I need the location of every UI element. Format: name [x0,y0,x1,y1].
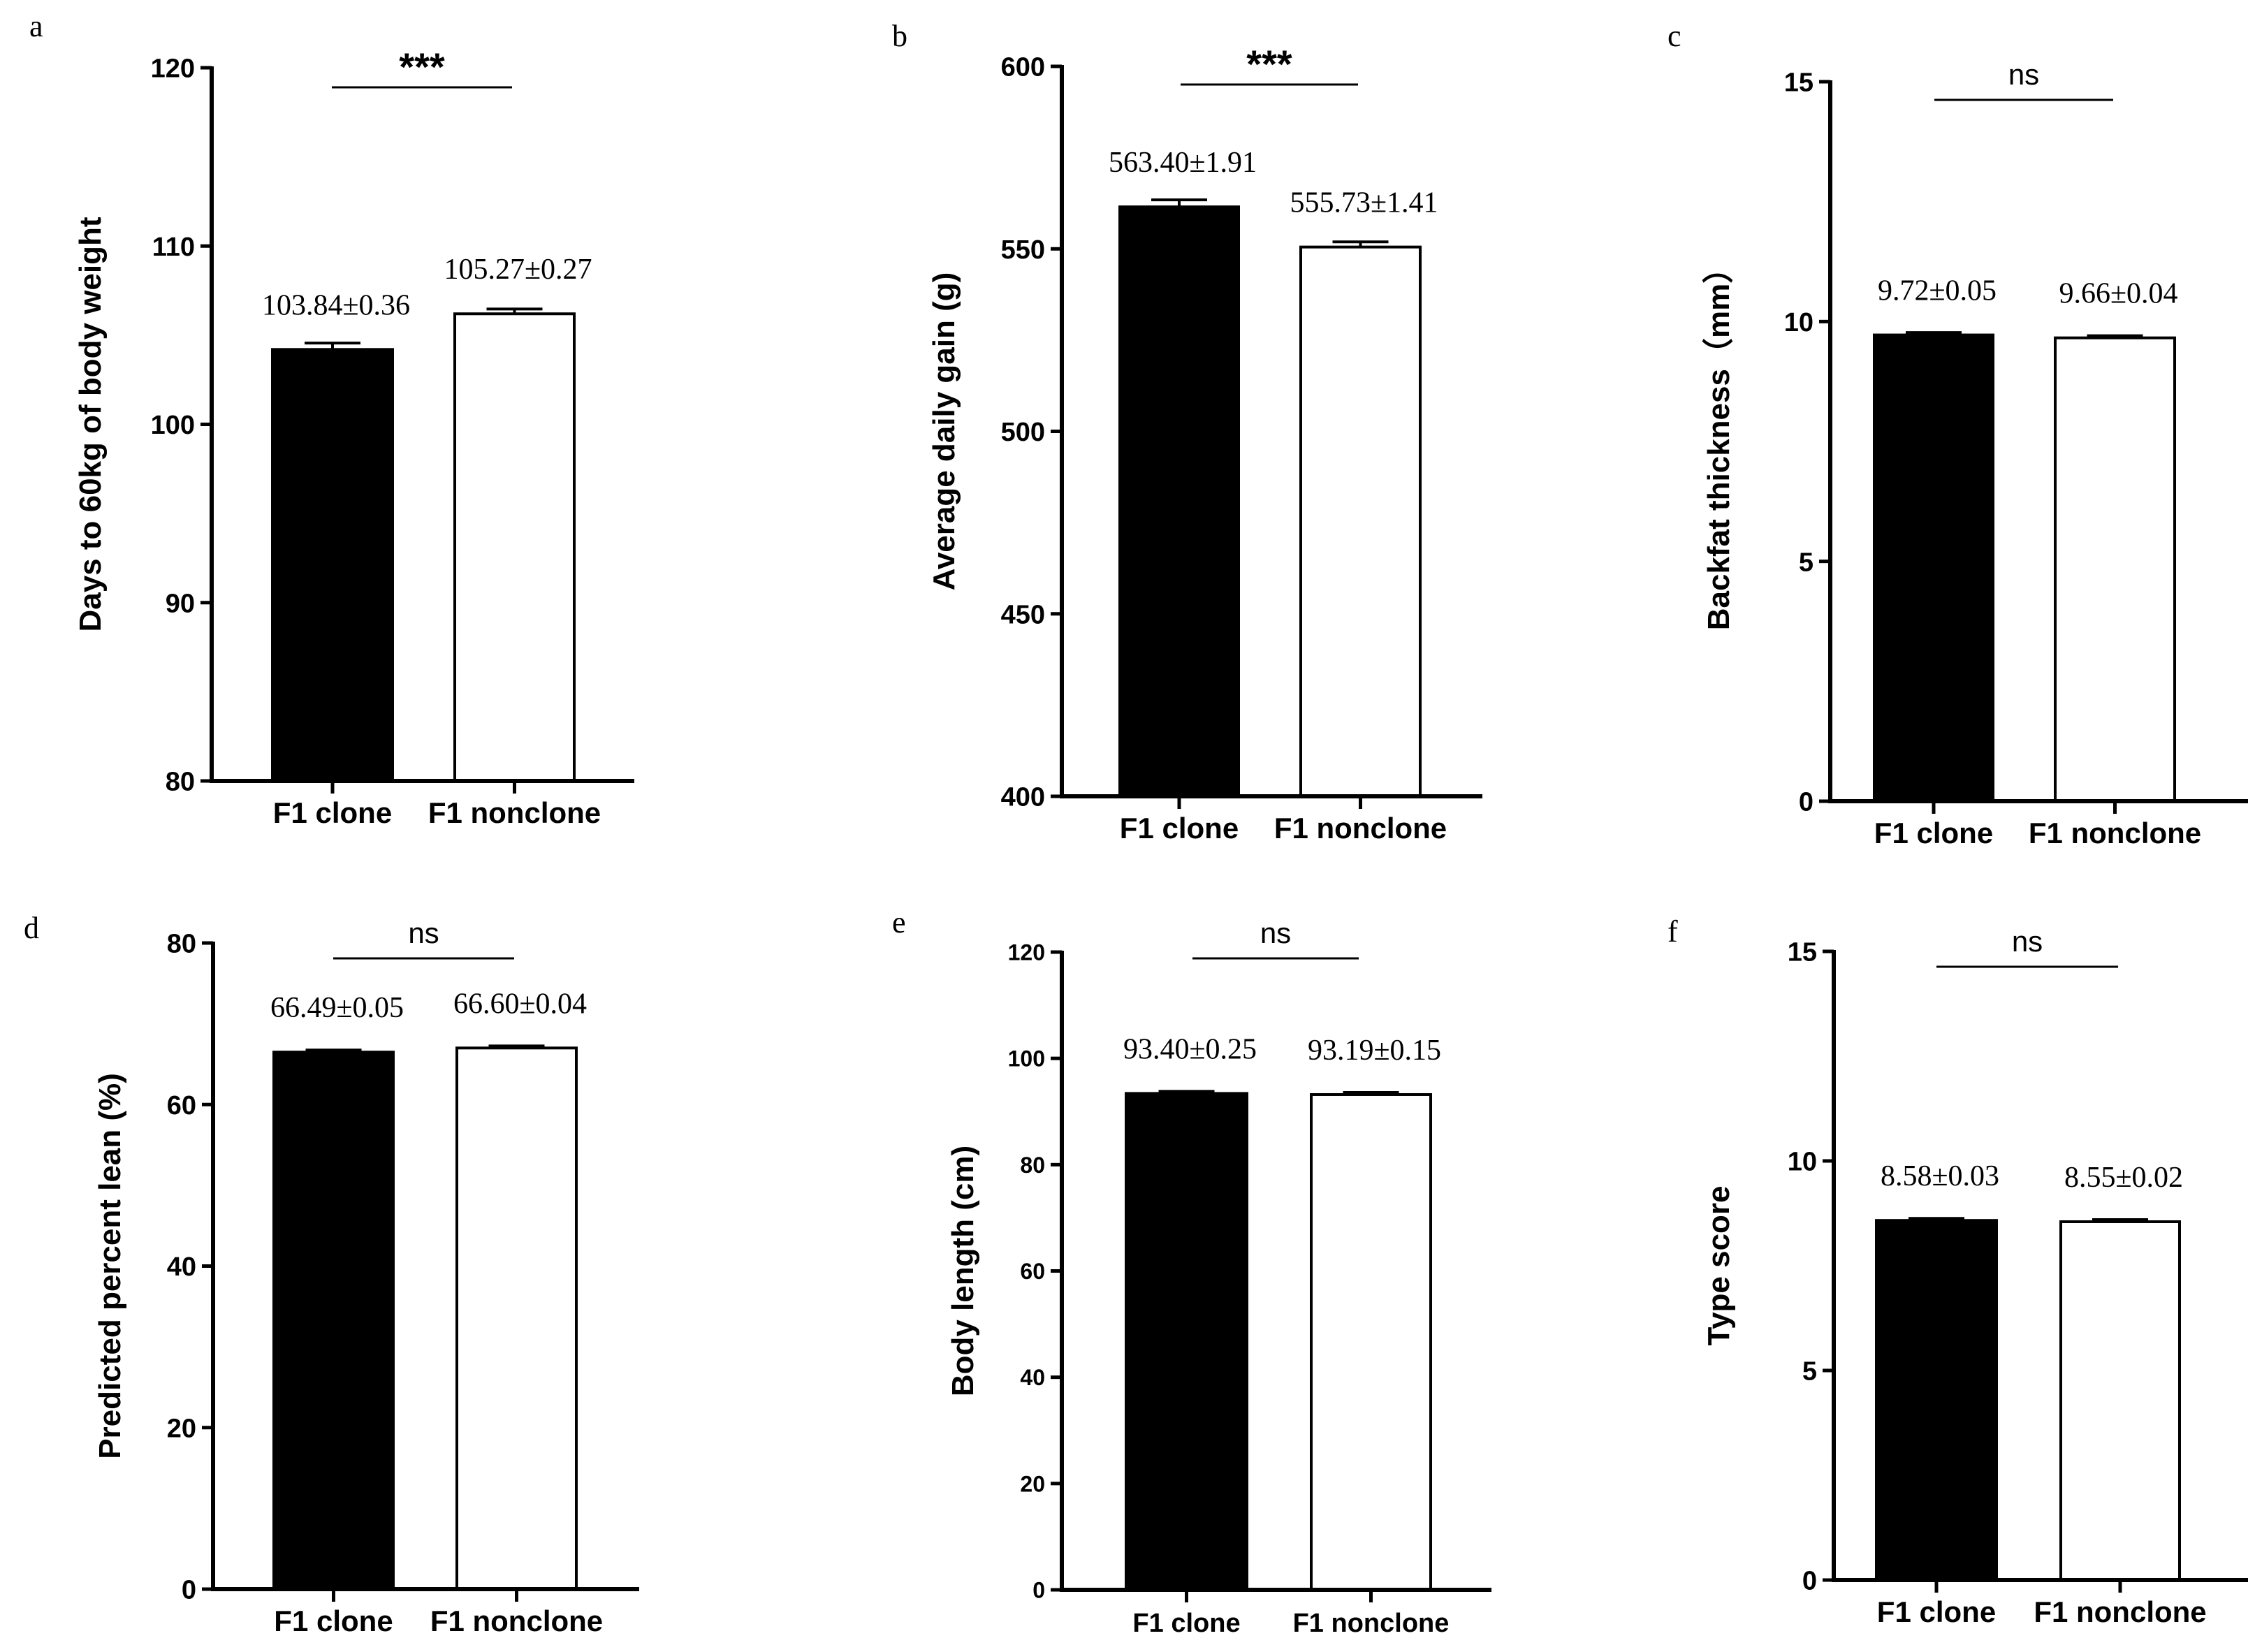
panel-f: f 0 5 10 15 8.58±0.03 F1 clone 8.55±0.02 F1 nonc… [1667,914,2248,1628]
y-tick-label: 80 [166,768,195,797]
y-tick-label: 450 [1001,600,1045,629]
panel-letter: d [24,911,39,945]
bar-f1-clone [1873,333,1994,803]
value-label: 93.19±0.15 [1308,1035,1441,1067]
y-tick-label: 120 [151,54,195,84]
category-label: F1 clone [1877,1595,1996,1628]
significance-label: ns [2012,925,2043,958]
panel-a: a 80 90 100 110 120 103.84±0.36 F1 clone 105.27±… [29,9,634,829]
y-tick-label: 100 [151,411,195,440]
bar-f1-nonclone [2059,1220,2181,1581]
y-tick-label: 10 [1784,308,1814,337]
panel-letter: c [1667,19,1681,53]
y-tick-label: 120 [1008,940,1045,965]
significance-label: *** [1246,42,1292,86]
y-axis-title: Predicted percent lean (%) [93,1073,127,1459]
value-label: 563.40±1.91 [1109,147,1257,179]
bar-f1-nonclone [1310,1092,1432,1591]
value-label: 9.66±0.04 [2059,278,2177,310]
bar-f1-clone [271,348,394,783]
significance-label: ns [1260,916,1291,949]
value-label: 103.84±0.36 [262,289,410,321]
category-label: F1 nonclone [2029,817,2201,849]
y-tick-label: 0 [1799,788,1814,817]
panel-letter: f [1667,914,1678,949]
panel-c: c 0 5 10 15 9.72±0.05 F1 clone 9.66±0.04 F1 nonc… [1667,19,2248,849]
y-axis-title: Type score [1702,1185,1736,1345]
y-tick-label: 5 [1799,548,1814,577]
y-axis-title: Backfat thickness（mm） [1702,253,1736,630]
bar-f1-clone [272,1051,395,1591]
y-tick-label: 550 [1001,235,1045,265]
y-tick-label: 60 [1020,1259,1045,1284]
y-tick-label: 400 [1001,783,1045,812]
panel-letter: a [29,9,43,43]
value-label: 8.58±0.03 [1881,1160,1999,1192]
category-label: F1 nonclone [430,1605,603,1637]
panel-e: e 0 20 40 60 80 100 120 93.40±0.25 F1 clone 93.19±… [892,905,1491,1638]
y-tick-label: 15 [1784,68,1814,98]
y-axis-title: Days to 60kg of body weight [73,217,108,631]
bar-f1-clone [1875,1219,1998,1581]
category-label: F1 clone [1132,1609,1240,1638]
y-tick-label: 10 [1788,1148,1817,1177]
value-label: 8.55±0.02 [2064,1162,2183,1194]
y-tick-label: 0 [182,1576,196,1605]
category-label: F1 clone [1874,817,1993,849]
value-label: 66.60±0.04 [453,988,587,1020]
significance-label: ns [2008,58,2039,91]
y-tick-label: 110 [152,233,195,262]
y-tick-label: 100 [1008,1046,1045,1072]
value-label: 66.49±0.05 [270,992,404,1024]
y-tick-label: 60 [167,1091,196,1120]
y-axis-title: Average daily gain (g) [927,272,961,591]
category-label: F1 clone [273,796,392,829]
category-label: F1 clone [1120,812,1239,845]
y-tick-label: 20 [1020,1471,1045,1496]
category-label: F1 nonclone [1293,1609,1450,1638]
y-tick-label: 600 [1001,53,1045,82]
bar-f1-nonclone [453,312,576,782]
panel-letter: e [892,905,906,940]
category-label: F1 nonclone [1274,812,1447,845]
y-tick-label: 80 [167,930,196,959]
y-tick-label: 500 [1001,418,1045,447]
category-label: F1 nonclone [2034,1595,2206,1628]
y-tick-label: 90 [166,589,195,618]
y-tick-label: 40 [1020,1365,1045,1390]
value-label: 9.72±0.05 [1878,275,1997,307]
category-label: F1 nonclone [428,796,601,829]
value-label: 555.73±1.41 [1290,187,1438,219]
y-tick-label: 5 [1802,1357,1817,1387]
panel-letter: b [892,19,907,53]
panel-b: b 400 450 500 550 600 563.40±1.91 F1 clone 555.7… [892,19,1482,845]
panel-d: d 0 20 40 60 80 66.49±0.05 F1 clone 66.60±0.04 F1… [24,911,639,1637]
bar-f1-clone [1125,1092,1248,1592]
value-label: 93.40±0.25 [1123,1033,1257,1065]
category-label: F1 clone [274,1605,393,1637]
bar-f1-clone [1118,205,1240,798]
significance-label: *** [399,45,445,89]
y-tick-label: 0 [1802,1567,1817,1596]
bar-f1-nonclone [455,1046,578,1591]
value-label: 105.27±0.27 [444,254,592,286]
y-tick-label: 0 [1032,1578,1045,1603]
y-tick-label: 15 [1788,938,1817,967]
bar-f1-nonclone [1299,245,1422,798]
bar-f1-nonclone [2054,336,2176,803]
y-tick-label: 20 [167,1414,196,1443]
y-axis-title: Body length (cm) [946,1146,980,1396]
y-tick-label: 80 [1020,1153,1045,1178]
y-tick-label: 40 [167,1252,196,1282]
significance-label: ns [408,916,439,949]
